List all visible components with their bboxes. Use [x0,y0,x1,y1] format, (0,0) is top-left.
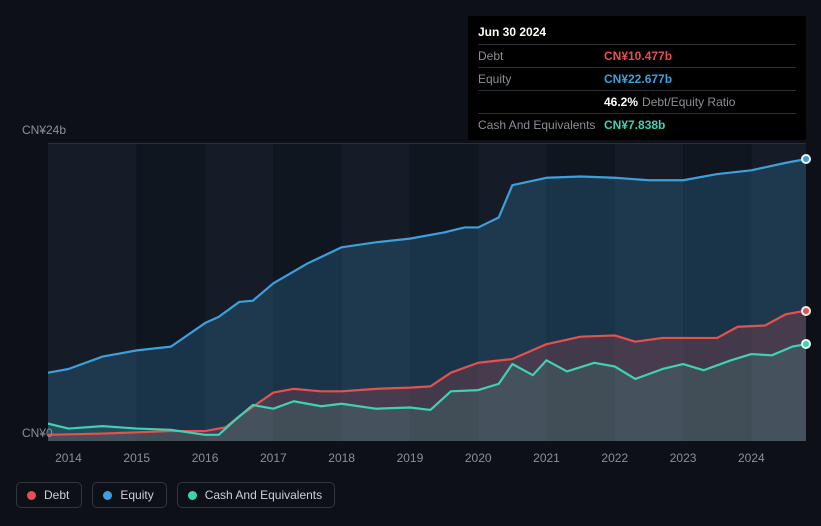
tooltip-row-label: Cash And Equivalents [478,118,604,132]
tooltip-row-label [478,95,604,109]
x-tick-label: 2018 [328,451,355,465]
legend-label: Cash And Equivalents [205,488,322,502]
x-tick-label: 2014 [55,451,82,465]
series-end-dot [801,339,811,349]
tooltip-row-label: Debt [478,49,604,63]
x-tick-label: 2019 [397,451,424,465]
y-tick-label: CN¥24b [22,123,66,137]
legend-item[interactable]: Cash And Equivalents [177,482,335,508]
legend-dot-icon [27,491,36,500]
tooltip-row-label: Equity [478,72,604,86]
x-tick-label: 2023 [670,451,697,465]
chart-plot [48,143,806,441]
series-end-dot [801,306,811,316]
tooltip-date: Jun 30 2024 [478,22,796,44]
x-tick-label: 2024 [738,451,765,465]
legend-label: Equity [120,488,153,502]
tooltip-row-value: CN¥7.838b [604,118,665,132]
tooltip-row: 46.2%Debt/Equity Ratio [478,90,796,113]
legend-dot-icon [188,491,197,500]
tooltip-row: DebtCN¥10.477b [478,44,796,67]
y-tick-label: CN¥0 [22,426,53,440]
chart-legend: Debt Equity Cash And Equivalents [16,482,335,508]
tooltip-row-value: CN¥22.677b [604,72,672,86]
tooltip-row: EquityCN¥22.677b [478,67,796,90]
tooltip-row-value: 46.2%Debt/Equity Ratio [604,95,735,109]
x-tick-label: 2016 [192,451,219,465]
x-tick-label: 2015 [123,451,150,465]
chart-tooltip: Jun 30 2024 DebtCN¥10.477bEquityCN¥22.67… [468,16,806,140]
tooltip-row: Cash And EquivalentsCN¥7.838b [478,113,796,136]
legend-item[interactable]: Equity [92,482,166,508]
x-tick-label: 2017 [260,451,287,465]
series-end-dot [801,154,811,164]
x-tick-label: 2021 [533,451,560,465]
legend-item[interactable]: Debt [16,482,82,508]
x-axis-labels: 2014 2015 2016 2017 2018 2019 2020 2021 2022 2023… [48,451,806,467]
legend-label: Debt [44,488,69,502]
tooltip-row-sublabel: Debt/Equity Ratio [642,95,735,109]
tooltip-row-value: CN¥10.477b [604,49,672,63]
x-tick-label: 2022 [601,451,628,465]
x-tick-label: 2020 [465,451,492,465]
legend-dot-icon [103,491,112,500]
